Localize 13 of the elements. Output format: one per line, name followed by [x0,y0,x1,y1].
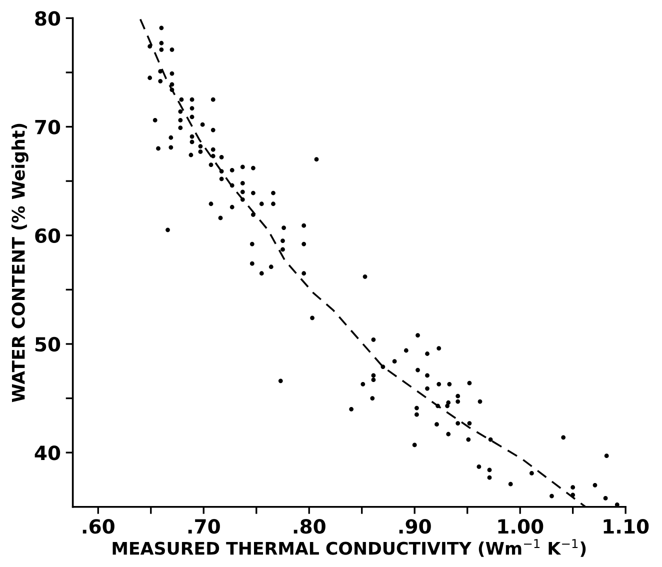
y-axis-title: WATER CONTENT (% Weight) [11,124,28,402]
y-tick-label: 70 [35,120,60,134]
x-tick-label: .60 [82,519,114,534]
y-tick-label: 60 [35,228,60,244]
x-tick-label: 1.10 [604,519,649,534]
x-axis-title: MEASURED THERMAL CONDUCTIVITY (Wm$^{−1}$ K$^{−1}$) [112,539,586,557]
x-tick-label: .70 [188,519,220,534]
x-tick-label: .80 [294,519,326,534]
y-tick-label: 80 [35,11,60,26]
x-tick-label: .90 [399,519,431,534]
x-tick-label: 1.00 [498,519,544,534]
y-tick-label: 50 [35,336,60,352]
y-tick-label: 40 [34,446,60,460]
